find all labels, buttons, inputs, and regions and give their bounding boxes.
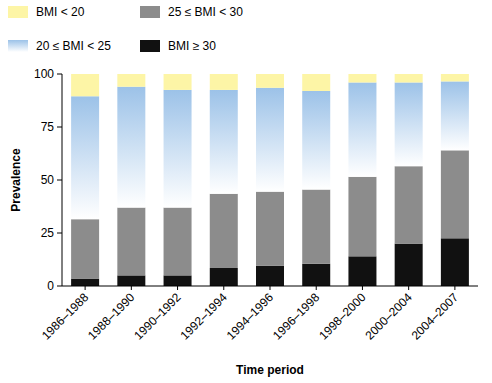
y-tick [57,127,62,128]
x-tick [454,286,455,290]
legend-label: 20 ≤ BMI < 25 [36,39,111,53]
bar-segment [71,219,99,278]
x-tick-label: 1990–1992 [131,290,184,343]
x-tick-label: 1994–1996 [224,290,277,343]
legend-swatch [8,6,28,18]
x-tick [270,286,271,290]
bar-segment [210,194,238,268]
bar-segment [256,192,284,266]
y-tick [57,180,62,181]
chart-container: 02550751001986–19881988–19901990–1992199… [0,0,492,383]
bar-segment [256,74,284,88]
bar-segment [348,177,376,257]
x-tick-label: 2000–2004 [362,290,415,343]
bar-segment [71,74,99,96]
legend-label: 25 ≤ BMI < 30 [168,5,243,19]
bar-segment [441,238,469,286]
bar-segment [441,81,469,150]
y-tick [57,233,62,234]
x-tick [85,286,86,290]
bar-segment [71,279,99,286]
bar-segment [256,266,284,286]
y-tick [57,74,62,75]
bars [71,74,469,286]
bar-segment [210,268,238,286]
legend-swatch [8,40,28,52]
bar-segment [164,90,192,208]
y-tick-label: 0 [47,279,54,293]
x-tick-label: 2004–2007 [409,290,462,343]
bar-segment [395,82,423,166]
bar-segment [441,150,469,238]
bar-segment [117,87,145,208]
y-tick-label: 25 [41,226,55,240]
legend-swatch [140,40,160,52]
bar-segment [395,244,423,286]
x-tick [316,286,317,290]
y-tick-label: 50 [41,173,55,187]
legend: BMI < 20 20 ≤ BMI < 25 25 ≤ BMI < 30 BMI ≥ … [8,5,243,53]
x-axis-title: Time period [236,363,304,377]
legend-swatch [140,6,160,18]
bar-segment [302,264,330,286]
chart: 02550751001986–19881988–19901990–1992199… [0,0,492,383]
bar-segment [71,96,99,219]
y-axis-title: Prevalence [9,148,23,212]
legend-label: BMI < 20 [36,5,85,19]
x-tick [362,286,363,290]
bar-segment [117,208,145,276]
bar-segment [164,208,192,276]
bar-segment [348,74,376,82]
bar-segment [302,190,330,264]
bar-segment [164,74,192,90]
bar-segment [302,74,330,91]
bar-segment [302,91,330,190]
bar-segment [117,74,145,87]
y-tick-label: 75 [41,120,55,134]
x-tick [408,286,409,290]
x-tick [131,286,132,290]
y-tick-label: 100 [34,67,54,81]
x-tick-label: 1992–1994 [178,290,231,343]
bar-segment [348,256,376,286]
bar-segment [117,275,145,286]
bar-segment [348,82,376,176]
x-tick-label: 1998–2000 [316,290,369,343]
bar-segment [395,166,423,243]
x-tick-label: 1986–1988 [39,290,92,343]
bar-segment [210,74,238,90]
x-tick [177,286,178,290]
x-tick-label: 1996–1998 [270,290,323,343]
y-tick [57,286,62,287]
bar-segment [441,74,469,81]
bar-segment [395,74,423,82]
x-tick [223,286,224,290]
bar-segment [256,88,284,192]
bar-segment [210,90,238,194]
bar-segment [164,275,192,286]
legend-label: BMI ≥ 30 [168,39,216,53]
x-tick-label: 1988–1990 [85,290,138,343]
